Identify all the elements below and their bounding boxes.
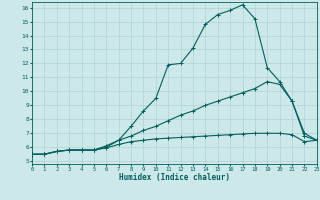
X-axis label: Humidex (Indice chaleur): Humidex (Indice chaleur): [119, 173, 230, 182]
